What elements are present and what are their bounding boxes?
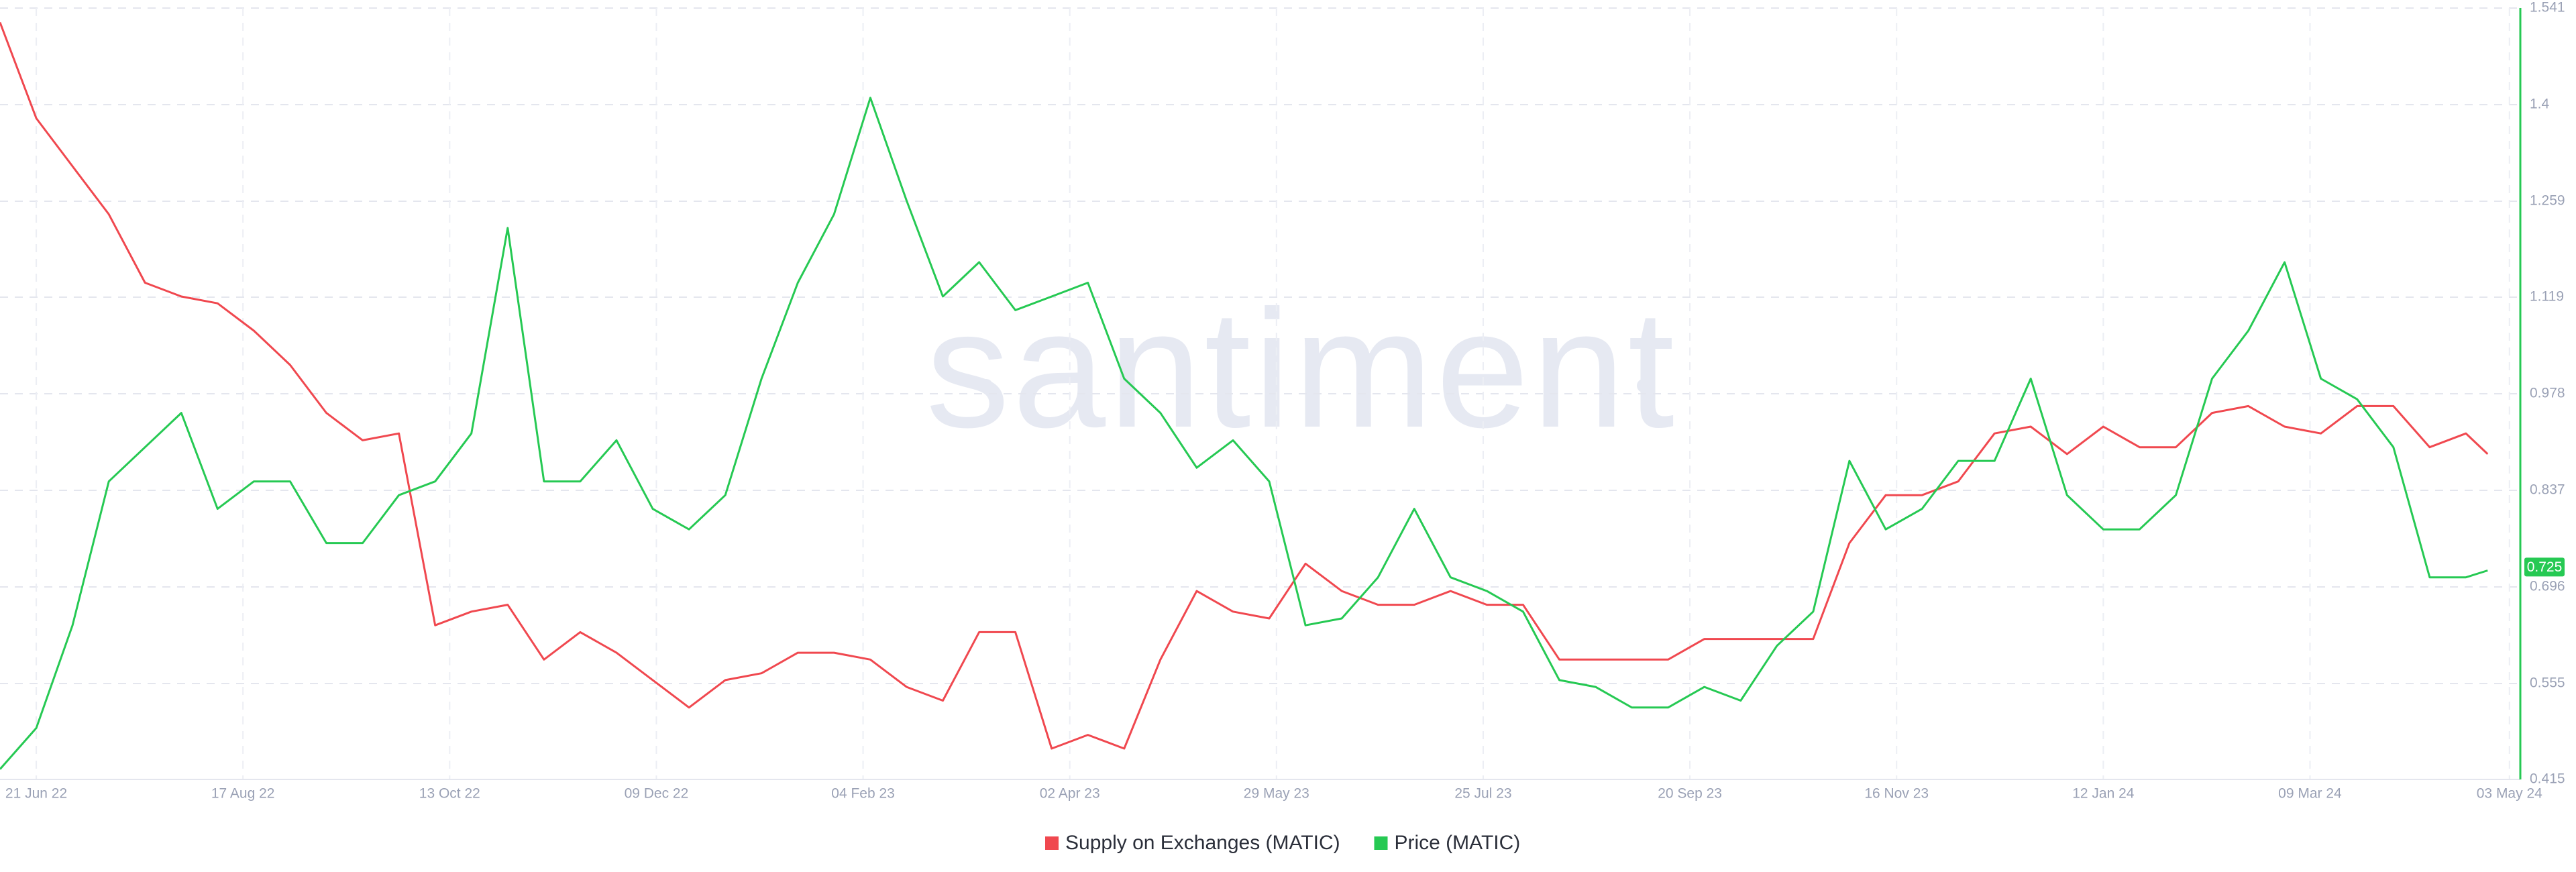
legend-swatch: [1045, 836, 1059, 850]
badge-box: [2524, 557, 2565, 577]
x-tick-label: 09 Mar 24: [2278, 786, 2342, 802]
legend-label: Supply on Exchanges (MATIC): [1065, 832, 1340, 854]
x-tick-label: 12 Jan 24: [2072, 786, 2135, 802]
current-price-badge: 0.725: [2524, 557, 2565, 577]
x-tick-label: 21 Jun 22: [5, 786, 67, 802]
y-tick-label: 0.415: [2530, 771, 2565, 787]
x-tick-label: 17 Aug 22: [211, 786, 275, 802]
y-tick-label: 0.837: [2530, 482, 2565, 498]
x-tick-label: 04 Feb 23: [831, 786, 895, 802]
series-line: [0, 21, 2489, 750]
x-tick-label: 03 May 24: [2477, 786, 2542, 802]
y-tick-label: 1.4: [2530, 97, 2550, 112]
x-tick-label: 29 May 23: [1244, 786, 1309, 802]
watermark: santiment: [926, 275, 1677, 462]
watermark-dot: [1637, 379, 1650, 392]
y-tick-label: 1.119: [2530, 289, 2564, 305]
y-tick-label: 1.541: [2530, 0, 2565, 15]
x-tick-label: 25 Jul 23: [1454, 786, 1511, 802]
legend-swatch: [1374, 836, 1388, 850]
x-tick-label: 13 Oct 22: [419, 786, 480, 802]
series-line: [0, 97, 2488, 770]
badge-label: 0.725: [2527, 559, 2563, 575]
y-tick-label: 1.259: [2530, 193, 2565, 209]
y-tick-label: 0.696: [2530, 579, 2565, 594]
x-tick-label: 16 Nov 23: [1864, 786, 1929, 802]
y-tick-label: 0.978: [2530, 386, 2565, 401]
legend-label: Price (MATIC): [1395, 832, 1521, 854]
x-tick-label: 20 Sep 23: [1658, 786, 1722, 802]
x-tick-label: 09 Dec 22: [625, 786, 689, 802]
x-tick-label: 02 Apr 23: [1040, 786, 1100, 802]
y-tick-label: 0.555: [2530, 675, 2565, 691]
watermark-dot: [979, 379, 993, 392]
